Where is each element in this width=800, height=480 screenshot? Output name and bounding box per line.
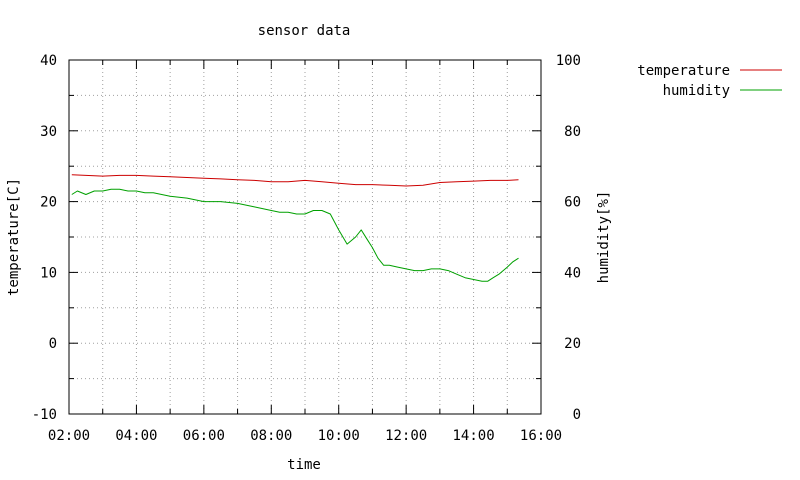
- left-y-tick-label: 40: [40, 53, 57, 69]
- chart-title: sensor data: [258, 23, 351, 39]
- x-axis-tick-labels: 02:00 04:00 06:00 08:00 10:00 12:00 14:00 16:00: [48, 428, 562, 444]
- x-axis-title: time: [287, 457, 321, 473]
- right-y-tick-label: 0: [573, 407, 581, 423]
- x-tick-label: 06:00: [183, 428, 225, 444]
- x-tick-label: 08:00: [250, 428, 292, 444]
- left-axis-title: temperature[C]: [6, 178, 22, 296]
- x-tick-label: 12:00: [385, 428, 427, 444]
- right-y-tick-label: 80: [564, 124, 581, 140]
- right-y-tick-label: 40: [564, 265, 581, 281]
- tick-marks: [68, 59, 542, 415]
- left-y-tick-label: 10: [40, 265, 57, 281]
- x-tick-label: 14:00: [452, 428, 494, 444]
- left-y-tick-label: 20: [40, 195, 57, 211]
- right-axis-title: humidity[%]: [596, 191, 612, 284]
- legend-label-temperature: temperature: [637, 63, 730, 79]
- left-y-tick-label: -10: [32, 407, 57, 423]
- series-line-humidity: [71, 188, 519, 282]
- x-tick-label: 04:00: [115, 428, 157, 444]
- series-line-temperature: [71, 174, 519, 187]
- legend-label-humidity: humidity: [663, 83, 730, 99]
- x-tick-label: 10:00: [318, 428, 360, 444]
- legend: temperature humidity: [637, 63, 782, 99]
- left-y-tick-label: 30: [40, 124, 57, 140]
- x-tick-label: 02:00: [48, 428, 90, 444]
- series-lines: [71, 174, 519, 282]
- right-y-tick-label: 60: [564, 195, 581, 211]
- left-y-tick-label: 0: [49, 336, 57, 352]
- right-y-tick-label: 100: [556, 53, 581, 69]
- x-tick-label: 16:00: [520, 428, 562, 444]
- grid: [69, 60, 541, 414]
- left-axis-tick-labels: -10 0 10 20 30 40: [32, 53, 57, 423]
- right-axis-tick-labels: 0 20 40 60 80 100: [556, 53, 581, 423]
- right-y-tick-label: 20: [564, 336, 581, 352]
